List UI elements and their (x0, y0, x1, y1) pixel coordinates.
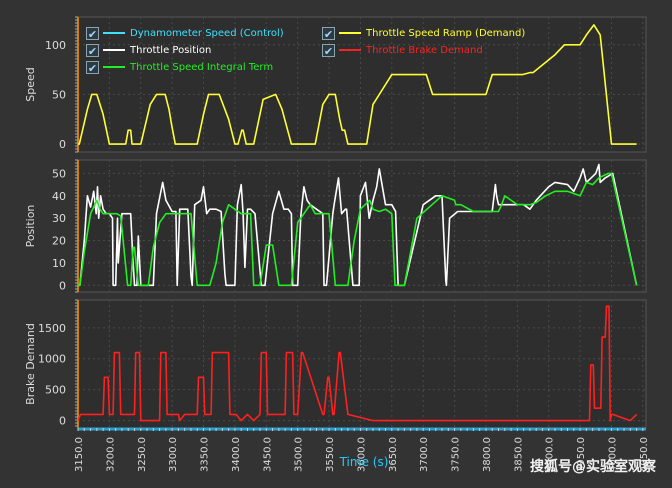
legend-swatch (103, 32, 125, 34)
legend-item[interactable]: ✔ Throttle Speed Integral Term (86, 59, 273, 75)
series-throttle-speed-integral-term (78, 172, 638, 287)
y-axis-label: Speed (24, 67, 37, 101)
series-throttle-position (78, 163, 638, 287)
legend-label: Dynamometer Speed (Control) (130, 27, 284, 39)
plot-area (77, 159, 647, 293)
legend-label: Throttle Speed Integral Term (130, 61, 274, 73)
legend-checkbox[interactable]: ✔ (86, 43, 99, 58)
x-axis-label: Time (s) (339, 455, 389, 469)
y-tick-label: 0 (59, 279, 66, 292)
x-tick-label: 3350.0 (200, 437, 211, 472)
plot-area (77, 299, 647, 429)
x-tick-label: 3400.0 (231, 437, 242, 472)
x-tick-label: 4000.0 (607, 437, 618, 472)
legend-item[interactable]: ✔ Throttle Position (86, 42, 211, 58)
x-tick-label: 3450.0 (262, 437, 273, 472)
legend-swatch (103, 66, 125, 68)
y-tick-label: 50 (52, 167, 66, 180)
series-throttle-speed-ramp-demand- (78, 24, 637, 145)
y-tick-label: 1500 (38, 322, 66, 335)
legend-swatch (339, 32, 361, 34)
y-axis-label: Brake Demand (24, 323, 37, 405)
legend-item[interactable]: ✔ Dynamometer Speed (Control) (86, 25, 284, 41)
panel-1: 0 50 100 Speed (24, 16, 647, 153)
x-tick-label: 3950.0 (576, 437, 587, 472)
x-tick-label: 3250.0 (137, 437, 148, 472)
y-tick-label: 1000 (38, 353, 66, 366)
x-tick-label: 3600.0 (356, 437, 367, 472)
x-tick-label: 3650.0 (388, 437, 399, 472)
x-tick-label: 3800.0 (482, 437, 493, 472)
y-tick-label: 100 (45, 39, 66, 52)
y-tick-label: 10 (52, 257, 66, 270)
legend-item[interactable]: ✔ Throttle Brake Demand (322, 42, 483, 58)
legend-checkbox[interactable]: ✔ (86, 60, 99, 75)
x-tick-label: 4050.0 (639, 437, 650, 472)
y-tick-label: 30 (52, 212, 66, 225)
x-tick-label: 3750.0 (451, 437, 462, 472)
watermark: 搜狐号@实验室观察 (530, 459, 656, 475)
legend-checkbox[interactable]: ✔ (322, 26, 335, 41)
y-tick-label: 0 (59, 415, 66, 428)
legend-swatch (103, 49, 125, 51)
legend-label: Throttle Speed Ramp (Demand) (366, 27, 526, 39)
legend-swatch (339, 49, 361, 51)
legend-checkbox[interactable]: ✔ (86, 26, 99, 41)
y-tick-label: 20 (52, 235, 66, 248)
y-tick-label: 40 (52, 190, 66, 203)
x-tick-label: 3700.0 (419, 437, 430, 472)
y-tick-label: 0 (59, 138, 66, 151)
legend-label: Throttle Brake Demand (366, 44, 483, 56)
legend-checkbox[interactable]: ✔ (322, 43, 335, 58)
x-tick-label: 3300.0 (168, 437, 179, 472)
x-tick-label: 3200.0 (105, 437, 116, 472)
x-tick-label: 3900.0 (545, 437, 556, 472)
legend-item[interactable]: ✔ Throttle Speed Ramp (Demand) (322, 25, 525, 41)
y-axis-label: Position (24, 205, 37, 248)
y-tick-label: 50 (52, 88, 66, 101)
legend-label: Throttle Position (130, 44, 212, 56)
x-tick-label: 3550.0 (325, 437, 336, 472)
panel-2: 0 10 20 30 40 50 Position (24, 159, 647, 293)
x-tick-label: 3850.0 (513, 437, 524, 472)
x-tick-label: 3500.0 (294, 437, 305, 472)
series-throttle-brake-demand (77, 305, 638, 422)
y-tick-label: 500 (45, 384, 66, 397)
x-tick-label: 3150.0 (74, 437, 85, 472)
